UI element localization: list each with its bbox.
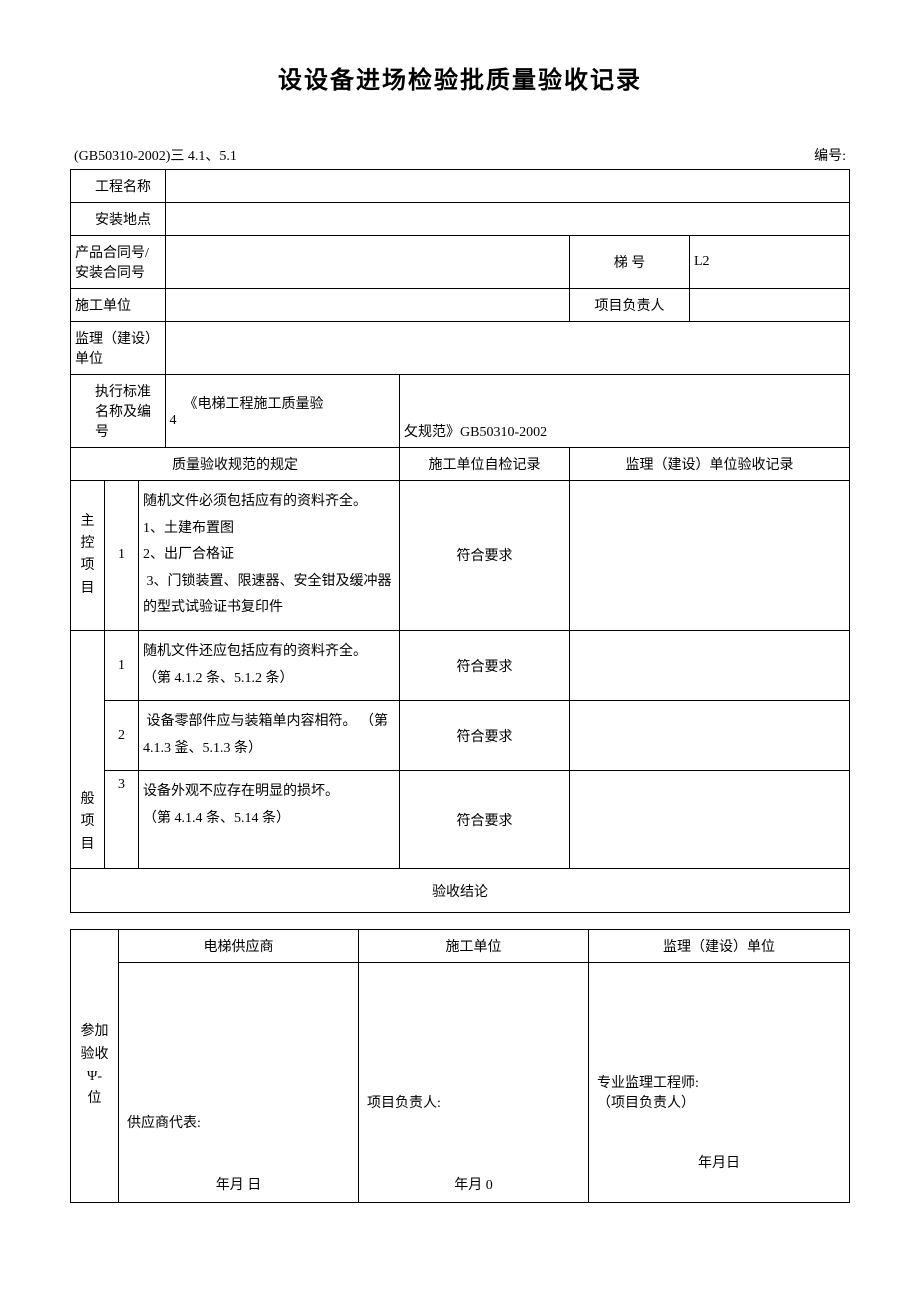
gen-1-super xyxy=(570,630,850,700)
project-name-label: 工程名称 xyxy=(71,170,166,203)
sig-supervisor-header: 监理（建设）单位 xyxy=(589,930,850,963)
self-check-header: 施工单位自检记录 xyxy=(400,448,570,481)
contract-no-label: 产品合同号/安装合同号 xyxy=(71,236,166,289)
standard-val2: 攵规范》GB50310-2002 xyxy=(400,375,850,448)
main-ctrl-super xyxy=(570,481,850,631)
proj-leader-value xyxy=(690,289,850,322)
gen-3-super xyxy=(570,771,850,869)
contract-no-value xyxy=(165,236,569,289)
gen-1-result: 符合要求 xyxy=(400,630,570,700)
constructor-label: 施工单位 xyxy=(71,289,166,322)
gen-2-num: 2 xyxy=(105,701,139,771)
header-right-label: 编号: xyxy=(814,145,846,165)
gen-1-text: 随机文件还应包括应有的资料齐全。 （第 4.1.2 条、5.1.2 条） xyxy=(139,630,400,700)
gen-3-result: 符合要求 xyxy=(400,771,570,869)
supervisor-label: 监理（建设）单位 xyxy=(71,322,166,375)
main-table: 工程名称 安装地点 产品合同号/安装合同号 梯 号 L2 施工单位 项目负责人 … xyxy=(70,169,850,913)
gen-3-num: 3 xyxy=(105,771,139,841)
main-ctrl-result: 符合要求 xyxy=(400,481,570,631)
header-left: (GB50310-2002)三 4.1、5.1 xyxy=(74,145,237,165)
sig-constructor-date: 年月 0 xyxy=(367,1174,580,1194)
sig-supplier-date: 年月 日 xyxy=(127,1174,350,1194)
main-ctrl-num: 1 xyxy=(105,481,139,631)
gen-blank-a xyxy=(105,841,139,869)
install-loc-value xyxy=(165,203,849,236)
proj-leader-label: 项目负责人 xyxy=(570,289,690,322)
sig-supervisor-date: 年月日 xyxy=(597,1152,841,1172)
gen-2-super xyxy=(570,701,850,771)
main-ctrl-label: 主控项目 xyxy=(71,481,105,631)
sig-constructor-block: 项目负责人: 年月 0 xyxy=(359,963,589,1203)
standard-val1: 《电梯工程施工质量验 4 xyxy=(165,375,399,448)
gen-2-result: 符合要求 xyxy=(400,701,570,771)
sig-supplier-rep: 供应商代表: xyxy=(127,1112,201,1132)
sig-engineer: 专业监理工程师: （项目负责人） xyxy=(597,1072,699,1112)
ladder-label: 梯 号 xyxy=(570,236,690,289)
quality-header: 质量验收规范的规定 xyxy=(71,448,400,481)
sig-proj-leader: 项目负责人: xyxy=(367,1092,441,1112)
header-line: (GB50310-2002)三 4.1、5.1 编号: xyxy=(70,145,850,165)
sig-supplier-block: 供应商代表: 年月 日 xyxy=(119,963,359,1203)
gen-blank-b xyxy=(139,841,400,869)
install-loc-label: 安装地点 xyxy=(71,203,166,236)
ladder-value: L2 xyxy=(690,236,850,289)
sig-constructor-header: 施工单位 xyxy=(359,930,589,963)
signature-table: 参加验收Ψ-位 电梯供应商 施工单位 监理（建设）单位 供应商代表: 年月 日 … xyxy=(70,929,850,1203)
gen-1-num: 1 xyxy=(105,630,139,700)
gen-3-text: 设备外观不应存在明显的损坏。 （第 4.1.4 条、5.14 条） xyxy=(139,771,400,841)
gen-2-text: 设备零部件应与装箱单内容相符。 （第4.1.3 釜、5.1.3 条） xyxy=(139,701,400,771)
main-ctrl-text: 随机文件必须包括应有的资料齐全。 1、土建布置图 2、出厂合格证 3、门锁装置、… xyxy=(139,481,400,631)
general-label: 般项目 xyxy=(71,630,105,868)
standard-label: 执行标准名称及编号 xyxy=(71,375,166,448)
supervisor-value xyxy=(165,322,849,375)
page-title: 设设备进场检验批质量验收记录 xyxy=(70,60,850,95)
sig-side-label: 参加验收Ψ-位 xyxy=(71,930,119,1203)
sig-supervisor-block: 专业监理工程师: （项目负责人） 年月日 xyxy=(589,963,850,1203)
constructor-value xyxy=(165,289,569,322)
conclusion-label: 验收结论 xyxy=(71,869,850,913)
sig-supplier-header: 电梯供应商 xyxy=(119,930,359,963)
super-check-header: 监理（建设）单位验收记录 xyxy=(570,448,850,481)
project-name-value xyxy=(165,170,849,203)
